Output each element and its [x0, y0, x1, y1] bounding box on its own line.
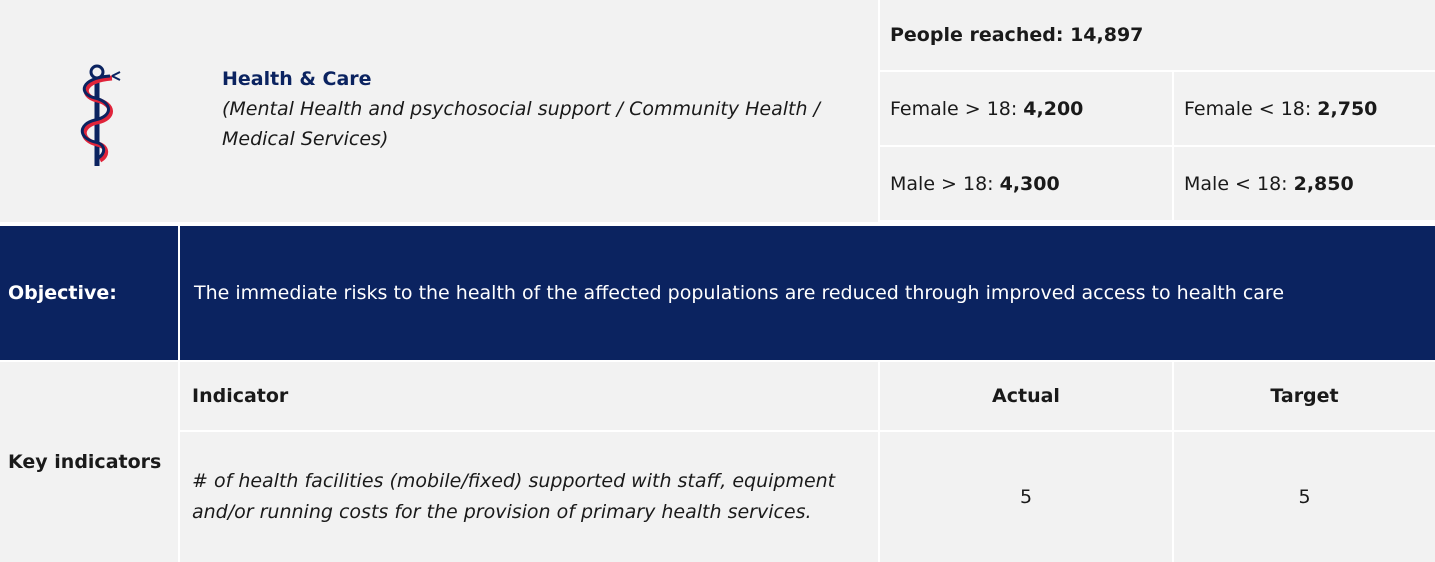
group-cell: Female < 18: 2,750: [1174, 72, 1435, 145]
group-value: 2,750: [1317, 97, 1378, 120]
people-label: People reached:: [890, 24, 1064, 46]
column-header: Actual: [880, 362, 1172, 430]
health-icon: [80, 64, 121, 166]
people-reached: People reached: 14,897: [880, 0, 1435, 70]
sector-subtitle: (Mental Health and psychosocial support …: [222, 98, 820, 150]
group-label: Female > 18:: [890, 97, 1018, 120]
objective-text: The immediate risks to the health of the…: [180, 226, 1435, 360]
group-value: 4,200: [1023, 97, 1084, 120]
group-label: Male < 18:: [1184, 172, 1288, 195]
sector-cell: Health & Care (Mental Health and psychos…: [0, 0, 878, 222]
group-label: Female < 18:: [1184, 97, 1312, 120]
target-value: 5: [1174, 432, 1435, 562]
group-cell: Female > 18: 4,200: [880, 72, 1172, 145]
group-label: Male > 18:: [890, 172, 994, 195]
indicator-text: # of health facilities (mobile/fixed) su…: [180, 432, 878, 562]
column-header: Indicator: [180, 362, 878, 430]
actual-value: 5: [880, 432, 1172, 562]
indicators-label: Key indicators: [0, 362, 178, 562]
people-value: 14,897: [1070, 24, 1144, 46]
group-value: 2,850: [1293, 172, 1354, 195]
group-cell: Male < 18: 2,850: [1174, 147, 1435, 220]
group-cell: Male > 18: 4,300: [880, 147, 1172, 220]
objective-label: Objective:: [0, 226, 178, 360]
group-value: 4,300: [999, 172, 1060, 195]
sector-title: Health & Care: [222, 68, 372, 90]
column-header: Target: [1174, 362, 1435, 430]
